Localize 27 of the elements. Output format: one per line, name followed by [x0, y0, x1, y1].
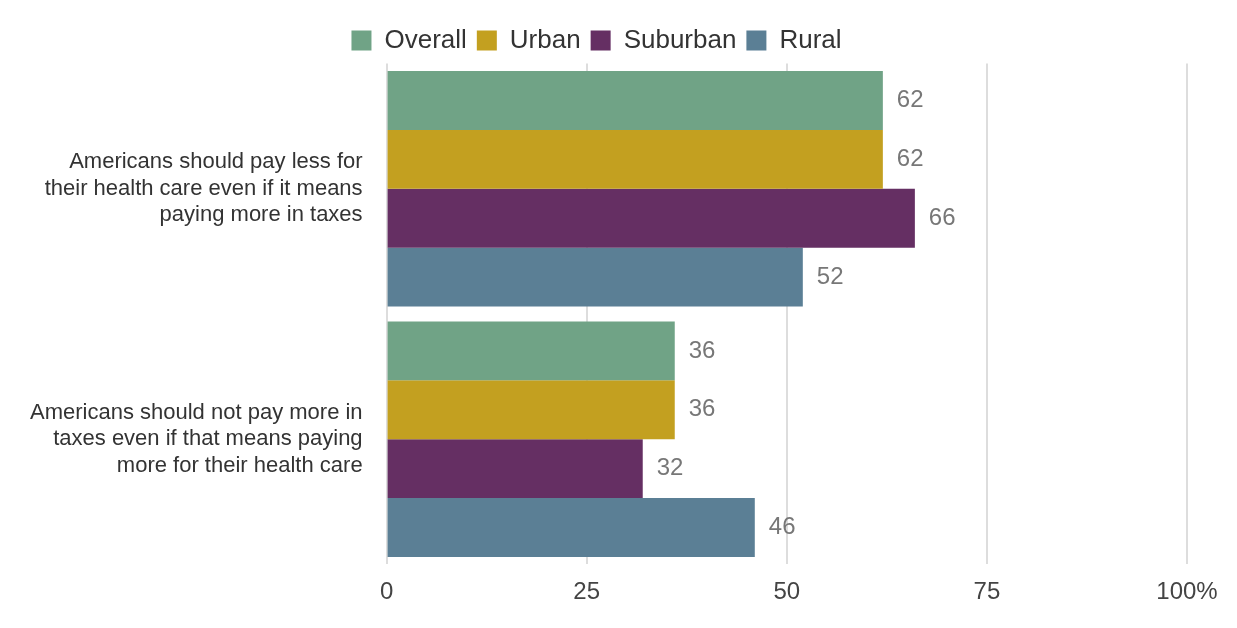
data-label: 46 [768, 512, 796, 540]
bar [387, 321, 675, 381]
data-label: 62 [896, 85, 924, 113]
x-tick-label: 25 [573, 577, 601, 605]
x-tick-label: 50 [773, 577, 801, 605]
data-label: 36 [688, 335, 716, 363]
data-label: 52 [816, 261, 844, 289]
data-label: 36 [688, 394, 716, 422]
y-tick-label: Americans should not pay more in taxes even if that means paying more for their health care [29, 398, 363, 477]
y-tick-label: Americans should pay less for their health care even if it means paying more in taxes [44, 148, 363, 227]
legend-label: Rural [779, 23, 842, 54]
data-label: 62 [896, 144, 924, 171]
bar [387, 380, 675, 440]
x-tick-label: 75 [973, 577, 1001, 605]
x-tick-label: 0 [379, 577, 394, 605]
legend-label: Suburban [623, 23, 737, 54]
bar [387, 498, 755, 557]
data-label: 66 [928, 202, 956, 230]
bar [387, 188, 915, 248]
legend-label: Urban [509, 23, 581, 54]
data-label: 32 [656, 453, 684, 481]
bar [387, 71, 883, 130]
bar [387, 439, 643, 499]
bar [387, 247, 803, 307]
x-tick-label: 100% [1156, 577, 1218, 605]
bar [387, 129, 883, 189]
legend-label: Overall [384, 23, 467, 54]
